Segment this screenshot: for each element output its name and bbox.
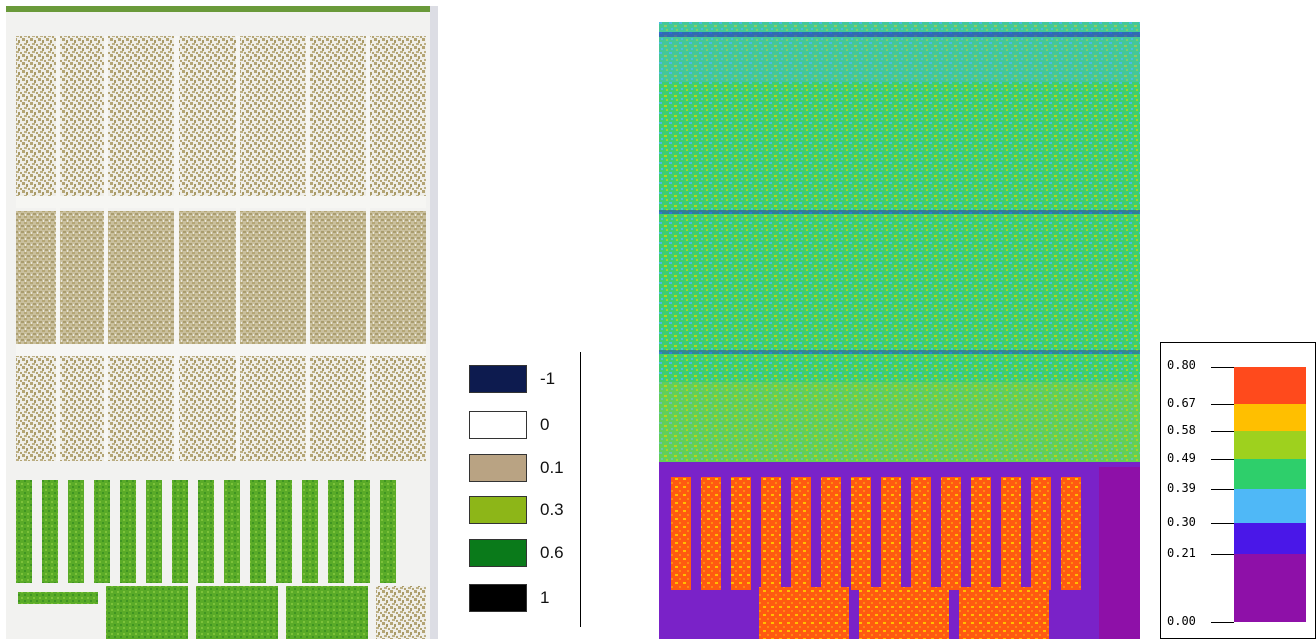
legend-label: 0.3 [540, 500, 564, 519]
ndvi-colorbar: 0.80 0.67 0.58 0.49 0.39 0.30 0.21 0.00 [1160, 342, 1316, 639]
legend-divider [580, 352, 581, 627]
legend-item: 0.3 [469, 495, 564, 525]
colorbar-tick-label: 0.00 [1167, 614, 1196, 628]
colorbar-band [1234, 554, 1306, 622]
ndvi-heatmap [659, 22, 1140, 639]
colorbar-tick [1211, 523, 1234, 524]
colorbar-tick [1211, 459, 1234, 460]
legend-label: 1 [540, 588, 550, 607]
legend-label: 0.1 [540, 458, 564, 477]
legend-item: -1 [469, 364, 555, 394]
colorbar-tick-label: 0.39 [1167, 481, 1196, 495]
aerial-field-map [6, 6, 438, 639]
colorbar-band [1234, 459, 1306, 489]
legend-swatch [469, 411, 527, 439]
legend-item: 0 [469, 410, 549, 440]
legend-label: 0 [540, 415, 550, 434]
legend-swatch [469, 496, 527, 524]
colorbar-tick [1211, 404, 1234, 405]
colorbar-tick [1211, 367, 1234, 368]
legend-swatch [469, 454, 527, 482]
legend-item: 0.6 [469, 538, 564, 568]
legend-swatch [469, 365, 527, 393]
legend-item: 0.1 [469, 453, 564, 483]
legend-item: 1 [469, 583, 549, 613]
colorbar-tick [1211, 554, 1234, 555]
colorbar-band [1234, 523, 1306, 554]
colorbar-tick-label: 0.58 [1167, 423, 1196, 437]
colorbar-band [1234, 431, 1306, 459]
colorbar-tick [1211, 622, 1234, 623]
colorbar-band [1234, 489, 1306, 523]
legend-swatch [469, 539, 527, 567]
legend-label: 0.6 [540, 543, 564, 562]
colorbar-band [1234, 367, 1306, 404]
colorbar-tick-label: 0.21 [1167, 546, 1196, 560]
legend-label: -1 [540, 369, 556, 388]
legend-swatch [469, 584, 527, 612]
colorbar-tick-label: 0.80 [1167, 358, 1196, 372]
colorbar-tick-label: 0.67 [1167, 396, 1196, 410]
colorbar-band [1234, 404, 1306, 431]
colorbar-tick [1211, 431, 1234, 432]
colorbar-tick-label: 0.49 [1167, 451, 1196, 465]
colorbar-tick-label: 0.30 [1167, 515, 1196, 529]
class-legend: -1 0 0.1 0.3 0.6 1 [460, 352, 590, 627]
colorbar-tick [1211, 489, 1234, 490]
